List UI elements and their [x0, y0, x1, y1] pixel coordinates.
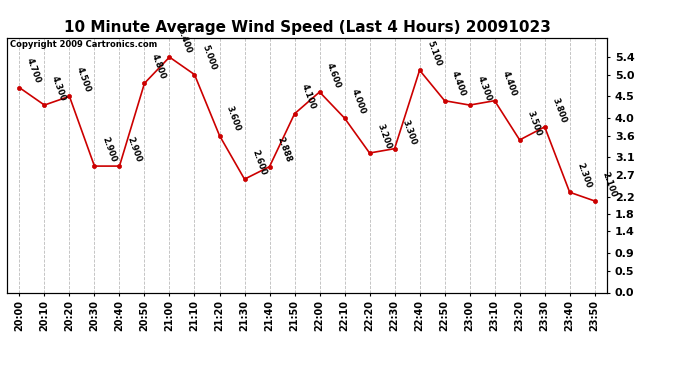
Text: 5.400: 5.400 [175, 26, 193, 54]
Text: 4.800: 4.800 [150, 53, 168, 81]
Text: 4.400: 4.400 [500, 70, 518, 98]
Text: 2.900: 2.900 [125, 135, 143, 163]
Text: 4.100: 4.100 [300, 83, 317, 111]
Text: 4.300: 4.300 [50, 74, 68, 102]
Text: Copyright 2009 Cartronics.com: Copyright 2009 Cartronics.com [10, 40, 157, 49]
Text: 2.100: 2.100 [600, 170, 618, 198]
Text: 3.500: 3.500 [525, 109, 543, 137]
Text: 5.000: 5.000 [200, 44, 217, 72]
Text: 4.500: 4.500 [75, 66, 92, 94]
Text: 2.888: 2.888 [275, 136, 293, 164]
Text: 2.300: 2.300 [575, 162, 593, 189]
Text: 4.300: 4.300 [475, 74, 493, 102]
Text: 3.300: 3.300 [400, 118, 417, 146]
Text: 5.100: 5.100 [425, 39, 443, 68]
Text: 3.200: 3.200 [375, 122, 393, 150]
Text: 3.800: 3.800 [550, 96, 568, 124]
Text: 2.600: 2.600 [250, 148, 268, 176]
Text: 4.700: 4.700 [25, 57, 43, 85]
Title: 10 Minute Average Wind Speed (Last 4 Hours) 20091023: 10 Minute Average Wind Speed (Last 4 Hou… [63, 20, 551, 35]
Text: 4.400: 4.400 [450, 70, 468, 98]
Text: 4.000: 4.000 [350, 87, 368, 116]
Text: 4.600: 4.600 [325, 61, 343, 89]
Text: 2.900: 2.900 [100, 135, 117, 163]
Text: 3.600: 3.600 [225, 105, 243, 133]
